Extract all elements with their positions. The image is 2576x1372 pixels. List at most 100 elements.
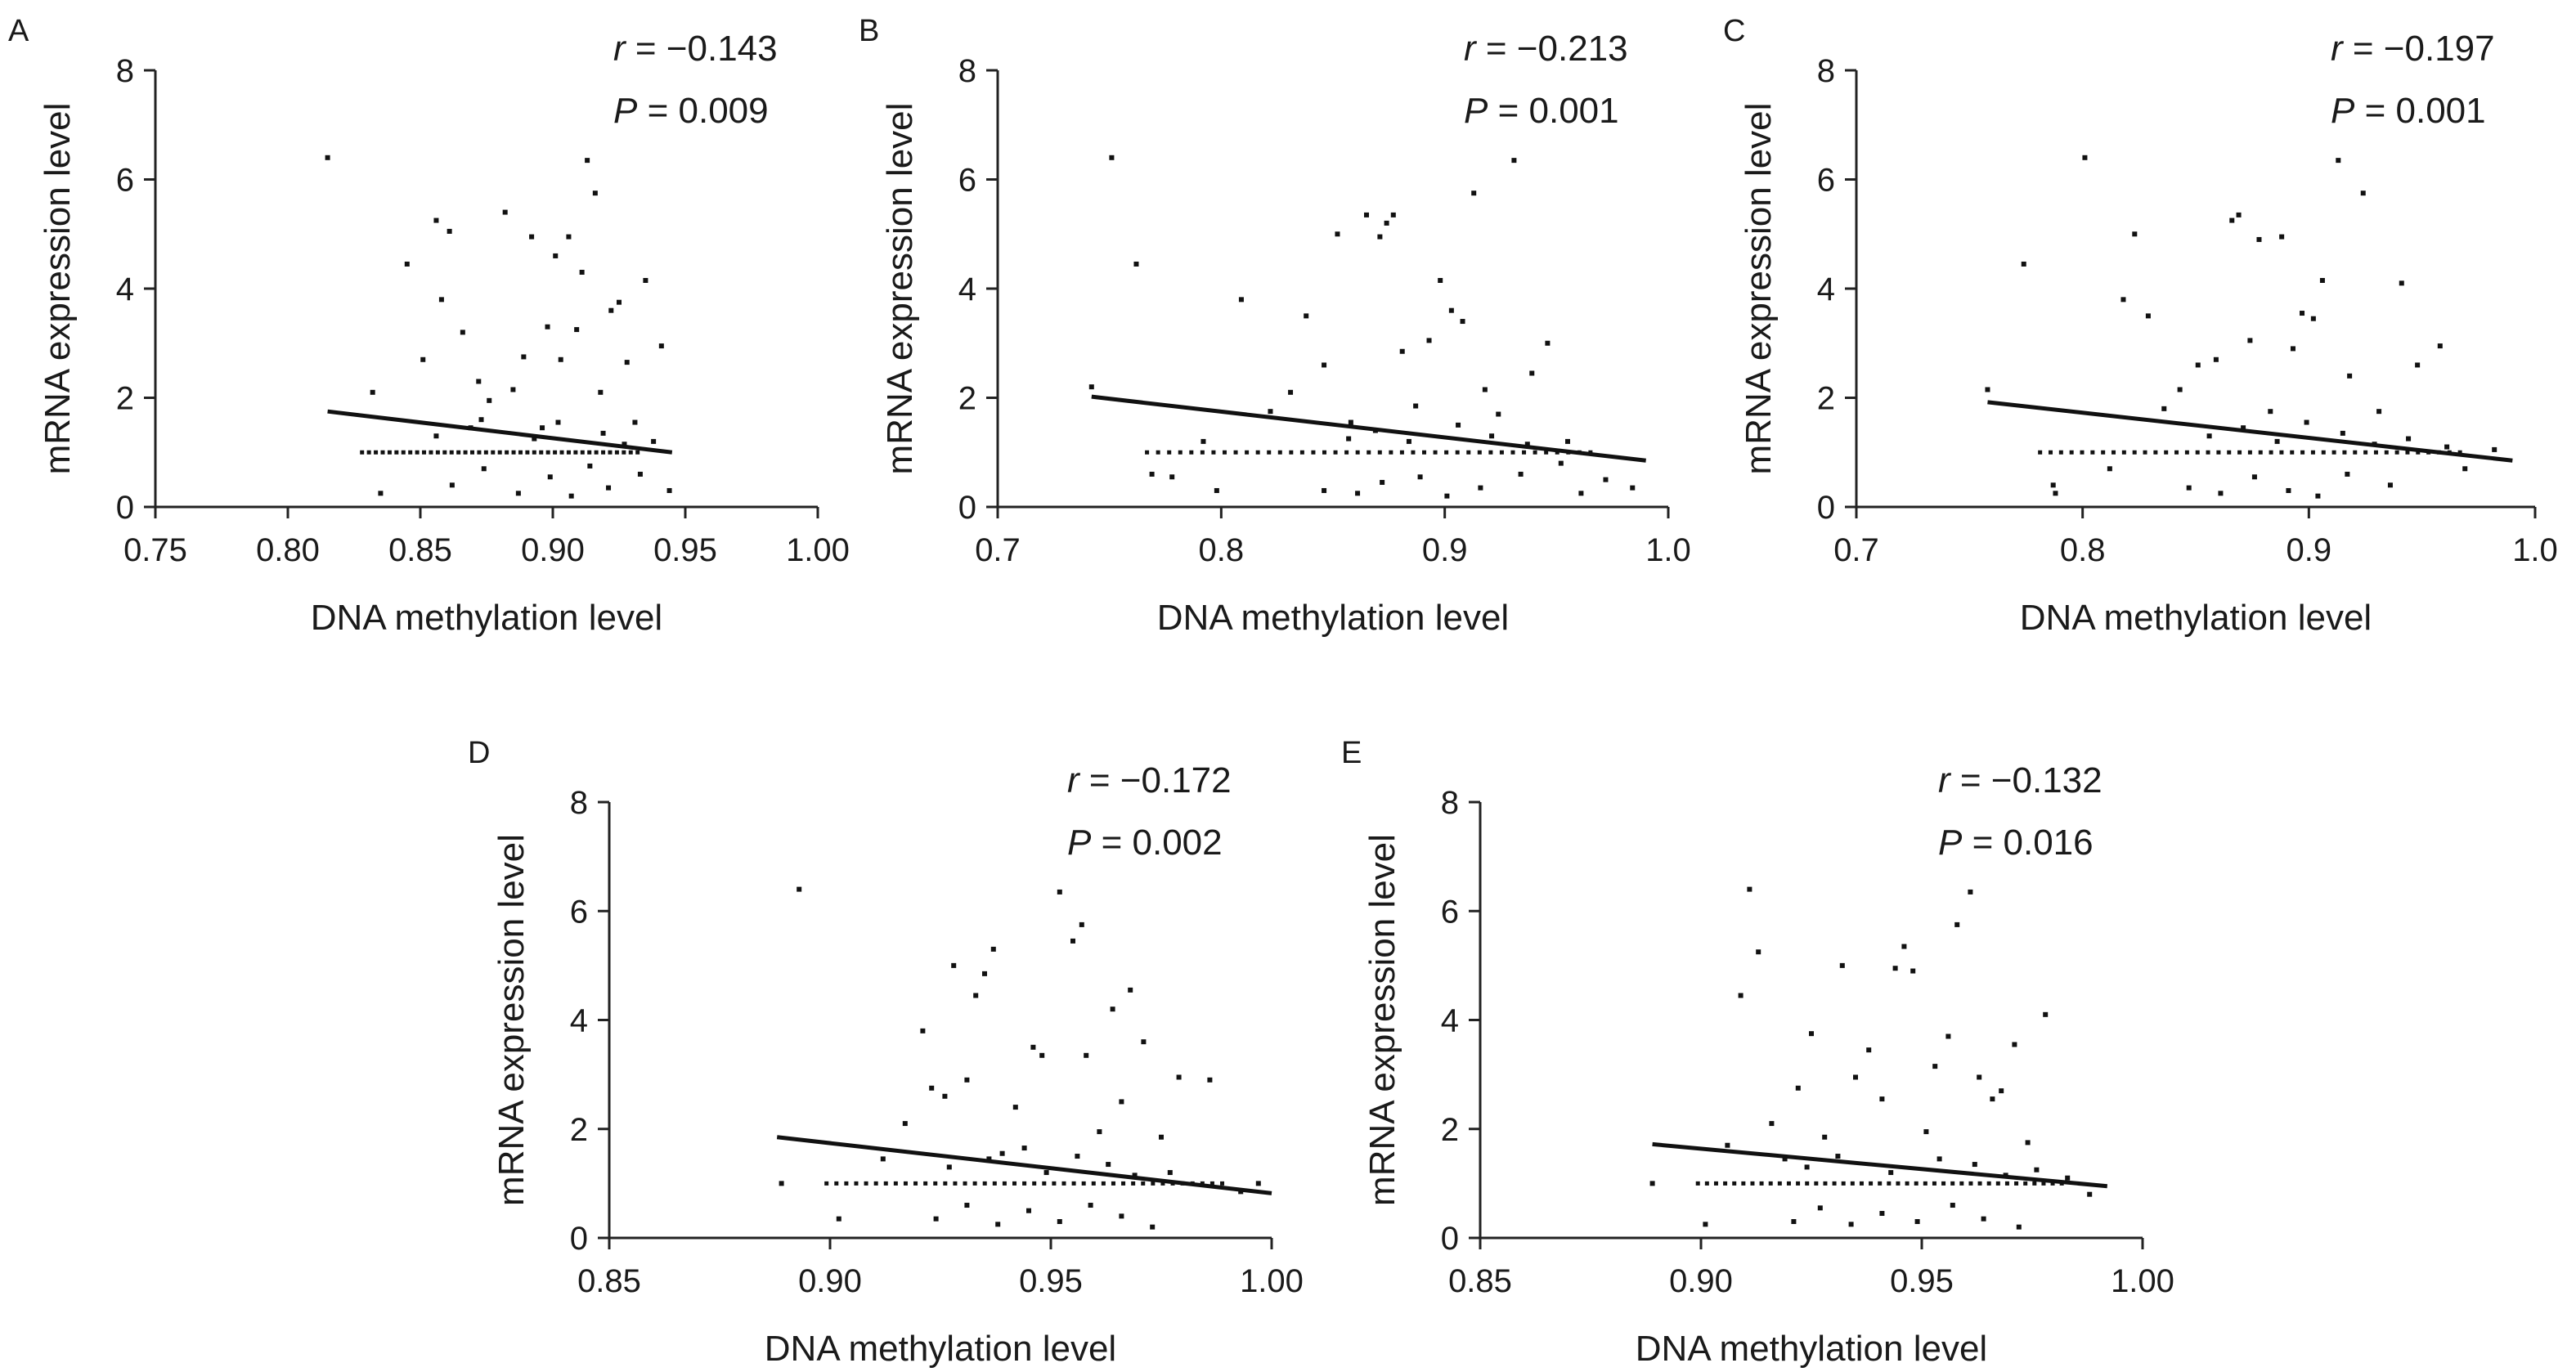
data-point	[2399, 280, 2404, 286]
data-point	[1985, 387, 1990, 392]
data-point	[1390, 212, 1396, 217]
x-tick-label: 0.7	[975, 532, 1021, 568]
data-point	[1923, 1129, 1929, 1135]
x-tick-label: 0.90	[521, 532, 585, 568]
data-point	[2177, 387, 2183, 392]
x-axis-label: DNA methylation level	[765, 1329, 1116, 1369]
data-point	[1389, 450, 1393, 455]
data-point	[374, 450, 379, 455]
regression-line	[1987, 400, 2513, 463]
data-point	[2274, 438, 2280, 444]
data-point	[1524, 442, 1530, 447]
data-point	[360, 450, 365, 455]
y-tick-label: 8	[1817, 53, 1835, 89]
data-point	[481, 466, 487, 472]
data-point	[1384, 220, 1389, 226]
data-point	[1288, 389, 1294, 395]
data-point	[601, 450, 606, 455]
data-point	[1367, 450, 1371, 455]
data-point	[1455, 450, 1460, 455]
data-point	[438, 297, 444, 303]
data-point	[1914, 1219, 1920, 1225]
data-point	[1417, 474, 1423, 480]
data-point	[1859, 1181, 1864, 1186]
y-tick-label: 2	[1817, 381, 1835, 417]
data-point	[1544, 450, 1549, 455]
data-point	[1822, 1134, 1828, 1140]
data-point	[1529, 370, 1535, 376]
data-point	[2492, 446, 2497, 452]
data-point	[2050, 482, 2056, 488]
data-point	[568, 493, 574, 499]
data-point	[592, 191, 598, 196]
data-point	[2384, 450, 2389, 455]
data-point	[1081, 1181, 1086, 1186]
data-point	[511, 450, 516, 455]
data-point	[2315, 493, 2321, 499]
data-point	[2016, 1224, 2022, 1230]
data-point	[1348, 419, 1353, 425]
data-point	[478, 417, 484, 423]
y-tick-label: 6	[116, 163, 134, 199]
data-point	[1791, 1219, 1797, 1225]
data-point	[510, 387, 516, 392]
data-point	[836, 1216, 841, 1222]
data-point	[1079, 921, 1084, 927]
data-point	[2058, 450, 2063, 455]
y-axis-label: mRNA expression level	[880, 103, 920, 475]
data-point	[1335, 231, 1340, 237]
data-point	[2101, 450, 2106, 455]
data-point	[1141, 1039, 1147, 1045]
data-point	[1910, 968, 1916, 974]
data-point	[505, 450, 509, 455]
data-point	[2363, 450, 2368, 455]
data-point	[2090, 450, 2095, 455]
data-point	[449, 450, 454, 455]
data-point	[995, 1222, 1001, 1227]
data-point	[2034, 1167, 2040, 1172]
data-point	[953, 1181, 958, 1186]
data-point	[540, 425, 545, 431]
data-point	[1977, 1074, 1982, 1080]
chart-panel-e: E 0 2 4 6 8 0.85 0.90 0.95 1.00 DNA methylation le…	[1341, 736, 2174, 1369]
data-point	[555, 419, 561, 425]
data-point	[525, 450, 530, 455]
data-point	[1878, 1181, 1883, 1186]
data-point	[893, 1181, 898, 1186]
data-point	[2143, 450, 2147, 455]
data-point	[2300, 450, 2305, 455]
data-point	[1482, 387, 1488, 392]
x-axis-label: DNA methylation level	[311, 598, 662, 638]
x-tick-label: 0.90	[1669, 1263, 1733, 1299]
data-point	[2004, 1181, 2009, 1186]
data-point	[1012, 1105, 1018, 1110]
data-point	[2340, 430, 2345, 436]
data-point	[1200, 438, 1206, 444]
p-annotation: P = 0.002	[1067, 823, 1223, 863]
panel-letter: C	[1723, 14, 1745, 48]
y-tick-label: 4	[1817, 271, 1835, 307]
data-point	[883, 1181, 888, 1186]
p-annotation: P = 0.001	[1464, 91, 1619, 131]
x-axis-label: DNA methylation level	[1157, 598, 1509, 638]
y-axis-label: mRNA expression level	[38, 103, 78, 475]
data-point	[547, 474, 553, 480]
data-point	[2457, 450, 2462, 455]
data-point	[963, 1181, 967, 1186]
data-point	[1377, 450, 1382, 455]
data-point	[624, 360, 630, 365]
x-tick-label: 0.95	[653, 532, 717, 568]
data-point	[1750, 1181, 1755, 1186]
regression-line	[327, 409, 673, 455]
y-tick-label: 6	[958, 163, 976, 199]
data-point	[1106, 1162, 1111, 1168]
data-point	[518, 450, 523, 455]
data-point	[824, 1181, 829, 1186]
data-point	[502, 209, 508, 215]
data-point	[1444, 450, 1449, 455]
data-point	[435, 450, 440, 455]
data-point	[1088, 1203, 1093, 1208]
r-annotation: r = −0.213	[1464, 29, 1628, 69]
data-point	[1805, 1181, 1810, 1186]
